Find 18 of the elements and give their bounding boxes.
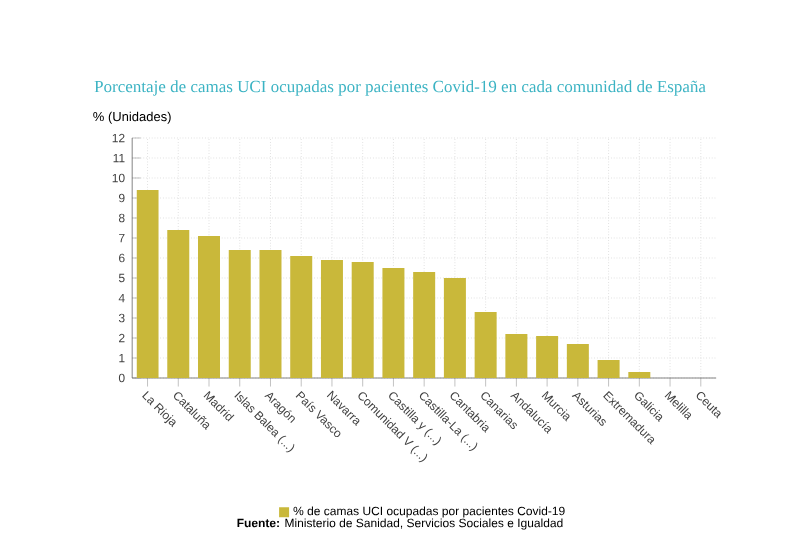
chart-title: Porcentaje de camas UCI ocupadas por pacientes Covid-19 en cada comunidad de España — [94, 80, 706, 96]
bar — [597, 360, 620, 378]
bar — [259, 250, 282, 378]
bar — [628, 372, 651, 378]
bar — [228, 250, 251, 378]
bar — [443, 278, 466, 378]
bar — [382, 268, 405, 378]
bar — [167, 230, 190, 378]
bar — [351, 262, 374, 378]
bar — [505, 334, 528, 378]
bar — [136, 190, 159, 378]
bar — [320, 260, 343, 378]
bar — [474, 312, 497, 378]
bar — [413, 272, 436, 378]
bar — [290, 256, 313, 378]
bar — [566, 344, 589, 378]
bar — [536, 336, 559, 378]
bar — [198, 236, 221, 378]
